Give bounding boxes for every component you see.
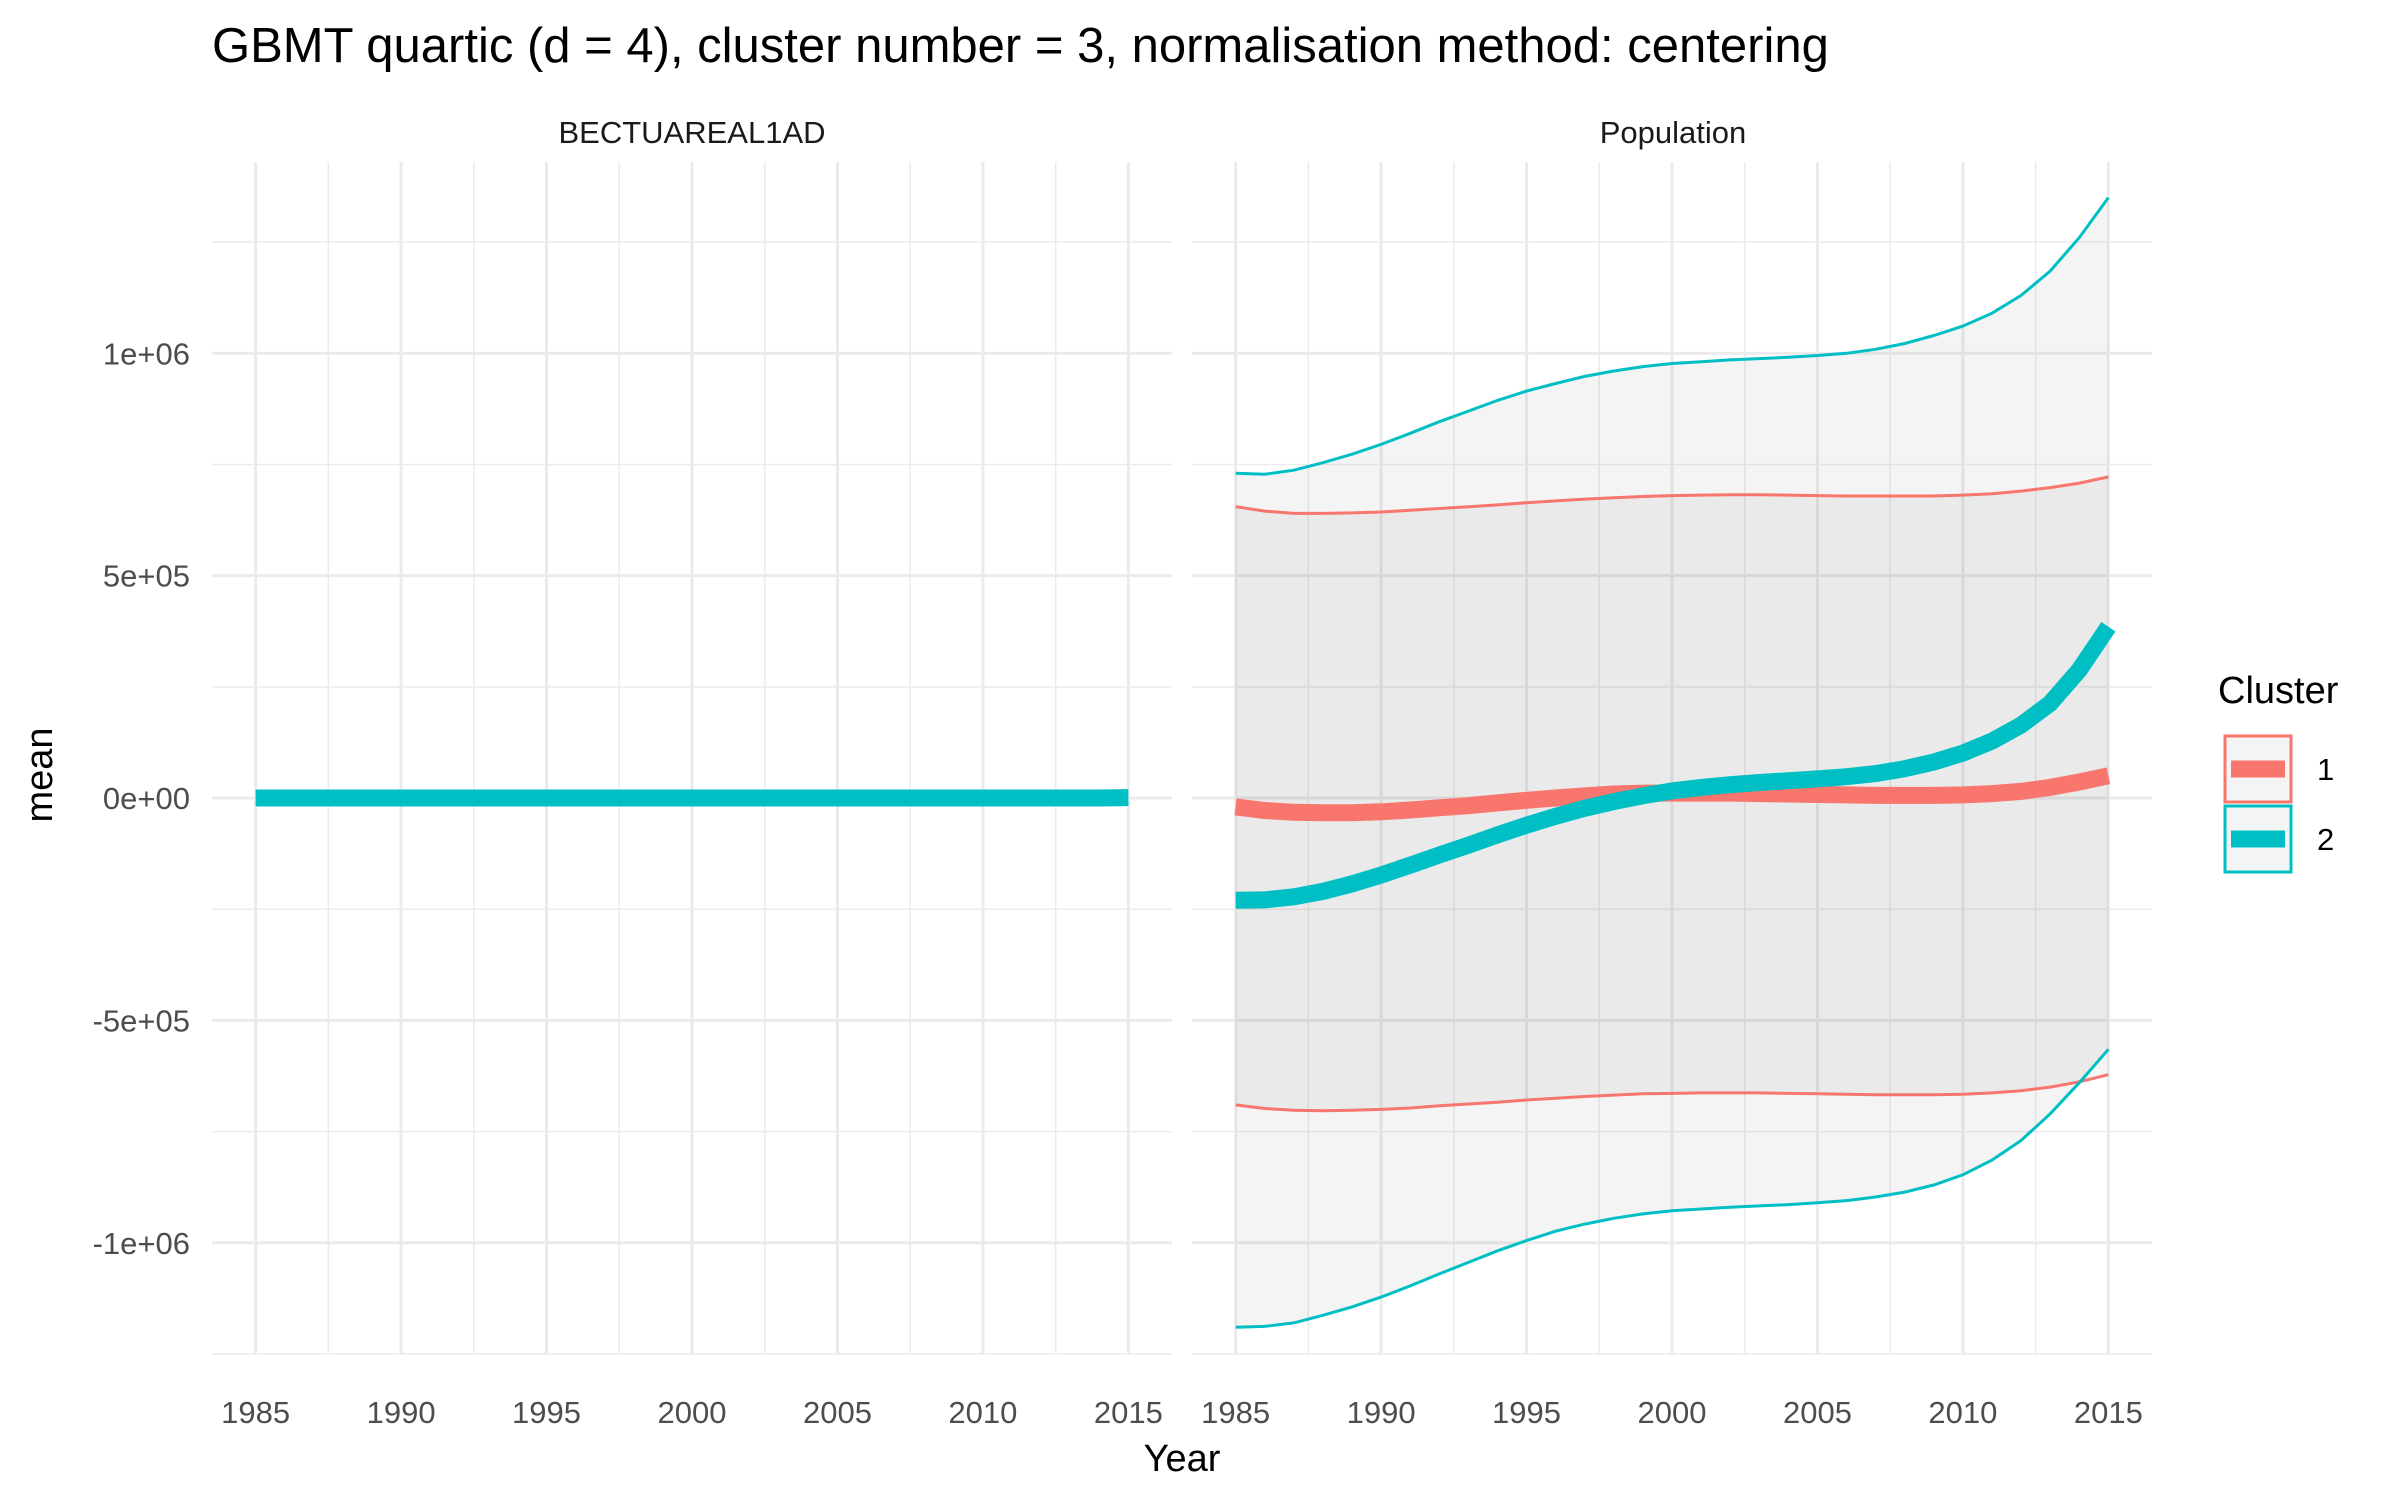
panel-bectuareal1ad: BECTUAREAL1AD 1985 1990 1995 2000 2005 2010 20… xyxy=(212,115,1172,1430)
y-tick-label: 0e+00 xyxy=(103,781,190,816)
y-tick-labels: 1e+06 5e+05 0e+00 -5e+05 -1e+06 xyxy=(93,336,190,1261)
x-tick-label: 1995 xyxy=(1492,1395,1561,1430)
y-tick-label: -5e+05 xyxy=(93,1003,190,1038)
x-axis-title: Year xyxy=(1144,1438,1221,1480)
legend-keys: 12 xyxy=(2225,736,2334,872)
panel-strip-label: BECTUAREAL1AD xyxy=(558,115,825,150)
legend: Cluster 12 xyxy=(2218,670,2339,872)
panel-x-tick-labels: 1985 1990 1995 2000 2005 2010 2015 xyxy=(221,1395,1163,1430)
x-tick-label: 2015 xyxy=(1094,1395,1163,1430)
x-tick-label: 1985 xyxy=(221,1395,290,1430)
x-tick-label: 1985 xyxy=(1201,1395,1270,1430)
legend-title: Cluster xyxy=(2218,670,2339,712)
x-tick-label: 2000 xyxy=(1638,1395,1707,1430)
x-tick-label: 2010 xyxy=(948,1395,1017,1430)
panel-grid xyxy=(212,162,1172,1354)
x-tick-label: 2010 xyxy=(1928,1395,1997,1430)
x-tick-label: 2005 xyxy=(803,1395,872,1430)
legend-label: 2 xyxy=(2317,822,2334,857)
chart-title: GBMT quartic (d = 4), cluster number = 3… xyxy=(212,19,1829,73)
x-tick-label: 2000 xyxy=(658,1395,727,1430)
y-axis-title: mean xyxy=(19,727,61,822)
panel-bands xyxy=(1236,198,2109,1328)
legend-label: 1 xyxy=(2317,752,2334,787)
y-tick-label: 5e+05 xyxy=(103,559,190,594)
panel-x-tick-labels: 1985 1990 1995 2000 2005 2010 2015 xyxy=(1201,1395,2143,1430)
x-tick-label: 2015 xyxy=(2074,1395,2143,1430)
y-tick-label: -1e+06 xyxy=(93,1226,190,1261)
x-tick-label: 2005 xyxy=(1783,1395,1852,1430)
cluster-2-band xyxy=(1236,198,2109,1328)
panel-population: Population 1985 1990 1995 2000 2005 2010 2015 xyxy=(1192,115,2152,1430)
y-tick-label: 1e+06 xyxy=(103,336,190,371)
x-tick-label: 1995 xyxy=(512,1395,581,1430)
panel-strip-label: Population xyxy=(1600,115,1747,150)
x-tick-label: 1990 xyxy=(1347,1395,1416,1430)
x-tick-label: 1990 xyxy=(367,1395,436,1430)
